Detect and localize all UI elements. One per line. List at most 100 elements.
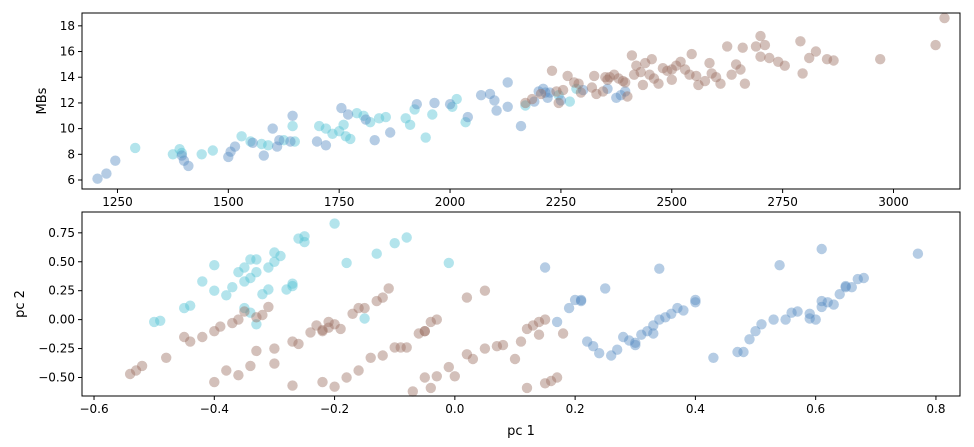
bot-point-brown-43 (389, 342, 400, 353)
top-point-brown-38 (699, 75, 711, 87)
top-point-brown-49 (755, 30, 766, 42)
bot-point-brown-45 (401, 342, 412, 353)
bot-point-brown-71 (551, 372, 563, 383)
bot-point-cyan-6 (209, 260, 220, 271)
bot-point-blue-36 (780, 314, 791, 325)
bottom-plot-frame (81, 211, 961, 397)
top-point-brown-43 (722, 41, 733, 52)
top-point-blue-45 (502, 77, 513, 88)
bot-x-tick-label-3: 0.0 (445, 402, 464, 416)
top-point-brown-70 (573, 78, 584, 89)
bot-point-blue-39 (804, 313, 815, 324)
bot-point-blue-18 (648, 328, 659, 339)
bot-point-blue-24 (672, 302, 683, 314)
bot-point-brown-46 (407, 386, 418, 397)
bot-point-brown-33 (341, 372, 352, 383)
bot-point-cyan-26 (299, 236, 310, 248)
bot-point-cyan-8 (227, 282, 238, 293)
top-x-tick-label-7: 3000 (878, 195, 909, 209)
top-point-blue-34 (533, 86, 544, 97)
top-point-blue-40 (577, 84, 589, 96)
bot-point-brown-26 (317, 324, 328, 336)
bot-point-blue-2 (563, 302, 575, 314)
bot-point-brown-3 (161, 352, 172, 363)
top-point-blue-10 (258, 150, 269, 161)
bot-point-brown-67 (533, 316, 545, 328)
bot-point-blue-17 (642, 326, 653, 337)
top-points-layer (92, 12, 950, 184)
bot-point-blue-45 (822, 297, 833, 308)
bot-point-blue-49 (840, 280, 851, 292)
top-point-brown-46 (737, 42, 748, 53)
bot-x-tick-label-7: 0.8 (926, 402, 945, 416)
top-point-brown-48 (750, 41, 762, 52)
top-point-blue-11 (267, 123, 278, 134)
top-point-cyan-17 (340, 131, 351, 142)
top-point-cyan-30 (451, 93, 462, 105)
top-point-brown-55 (797, 68, 808, 79)
top-x-tick-label-0: 1250 (102, 195, 133, 209)
top-point-brown-65 (666, 64, 677, 75)
bot-point-blue-26 (690, 294, 701, 306)
bot-point-brown-50 (425, 316, 436, 328)
bot-point-cyan-32 (389, 238, 400, 249)
top-point-brown-64 (735, 64, 746, 75)
top-y-tick-label-6: 18 (60, 19, 75, 33)
top-point-blue-4 (178, 155, 190, 166)
top-point-cyan-34 (553, 90, 564, 101)
bot-y-tick-label-5: 0.75 (48, 226, 75, 240)
top-point-cyan-11 (289, 136, 300, 147)
top-point-blue-19 (342, 109, 354, 120)
top-point-brown-33 (679, 64, 691, 75)
top-point-cyan-25 (404, 119, 416, 130)
bot-point-brown-55 (449, 371, 460, 382)
top-point-brown-23 (640, 57, 651, 69)
top-point-cyan-32 (564, 96, 575, 107)
bottom-x-axis: −0.6 −0.4 −0.2 0.0 0.2 0.4 0.6 0.8 (79, 396, 945, 416)
top-point-blue-44 (620, 86, 631, 97)
top-point-brown-44 (726, 69, 737, 80)
top-point-brown-40 (706, 68, 717, 79)
bot-point-brown-59 (479, 343, 491, 354)
bot-point-cyan-11 (239, 262, 250, 273)
top-point-brown-68 (600, 72, 611, 83)
top-point-cyan-28 (427, 109, 438, 120)
top-point-cyan-2 (176, 147, 187, 159)
bot-point-brown-40 (377, 292, 388, 303)
top-point-blue-13 (274, 135, 285, 146)
bot-point-brown-68 (539, 314, 551, 325)
top-point-brown-37 (693, 79, 704, 91)
bot-point-blue-14 (630, 337, 641, 348)
top-point-blue-1 (101, 168, 112, 179)
bot-point-blue-37 (786, 307, 797, 318)
bot-point-blue-50 (846, 282, 857, 293)
top-point-brown-42 (715, 78, 726, 89)
bot-y-tick-label-3: 0.25 (48, 284, 75, 298)
top-point-brown-52 (773, 56, 784, 67)
bot-point-cyan-29 (341, 257, 352, 269)
bot-point-brown-2 (136, 360, 148, 372)
top-point-cyan-0 (130, 142, 141, 154)
bot-point-brown-24 (305, 327, 316, 338)
top-x-tick-label-4: 2250 (546, 195, 577, 209)
top-point-blue-43 (615, 90, 626, 101)
bot-point-blue-46 (828, 299, 839, 310)
bot-point-cyan-28 (329, 218, 340, 229)
top-point-cyan-6 (245, 136, 256, 147)
top-y-axis-label: MBs (35, 87, 50, 114)
top-point-brown-0 (520, 97, 531, 109)
bot-point-cyan-10 (239, 276, 250, 287)
top-point-brown-14 (604, 72, 615, 83)
bot-point-brown-20 (269, 358, 280, 369)
top-point-blue-22 (385, 127, 396, 138)
top-point-brown-9 (575, 87, 587, 98)
top-point-blue-0 (92, 173, 103, 184)
bot-y-tick-label-0: −0.50 (38, 370, 75, 384)
bot-point-brown-53 (431, 371, 442, 382)
top-y-tick-label-5: 16 (60, 45, 75, 59)
top-point-brown-30 (666, 74, 677, 86)
top-point-brown-47 (739, 78, 751, 89)
top-x-axis: 1250 1500 1750 2000 2250 2500 2750 3000 (102, 189, 909, 209)
bot-point-brown-8 (215, 321, 226, 332)
top-point-blue-26 (462, 111, 473, 123)
